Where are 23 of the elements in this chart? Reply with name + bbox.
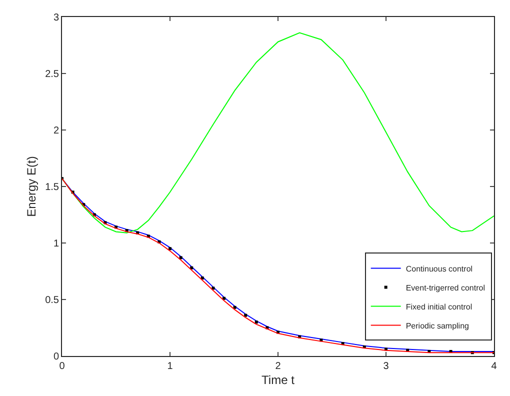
y-axis-title: Energy E(t) [24, 156, 38, 217]
y-tick-label: 3 [53, 12, 60, 24]
x-axis-title: Time t [262, 372, 296, 387]
point [200, 276, 204, 280]
x-tick-label: 3 [383, 361, 390, 372]
legend-label: Continuous control [406, 264, 473, 274]
point [254, 320, 258, 324]
y-tick-label: 2 [53, 126, 60, 136]
x-tick-label: 2 [275, 361, 282, 372]
point [168, 247, 172, 250]
point [233, 306, 236, 309]
y-tick-label: 2.5 [45, 69, 60, 80]
y-tick-label: 1.5 [45, 182, 60, 193]
y-tick-label: 0 [53, 352, 60, 362]
y-tick-label: 0.5 [45, 295, 60, 306]
point [212, 286, 215, 290]
point [179, 256, 182, 260]
x-tick-label: 4 [491, 361, 498, 372]
y-tick-label: 1 [53, 238, 60, 250]
legend-label: Fixed initial control [406, 302, 472, 312]
legend-label: Event-trigerred control [406, 283, 486, 292]
x-tick-label: 1 [167, 361, 174, 372]
legend-label: Periodic sampling [406, 321, 469, 330]
